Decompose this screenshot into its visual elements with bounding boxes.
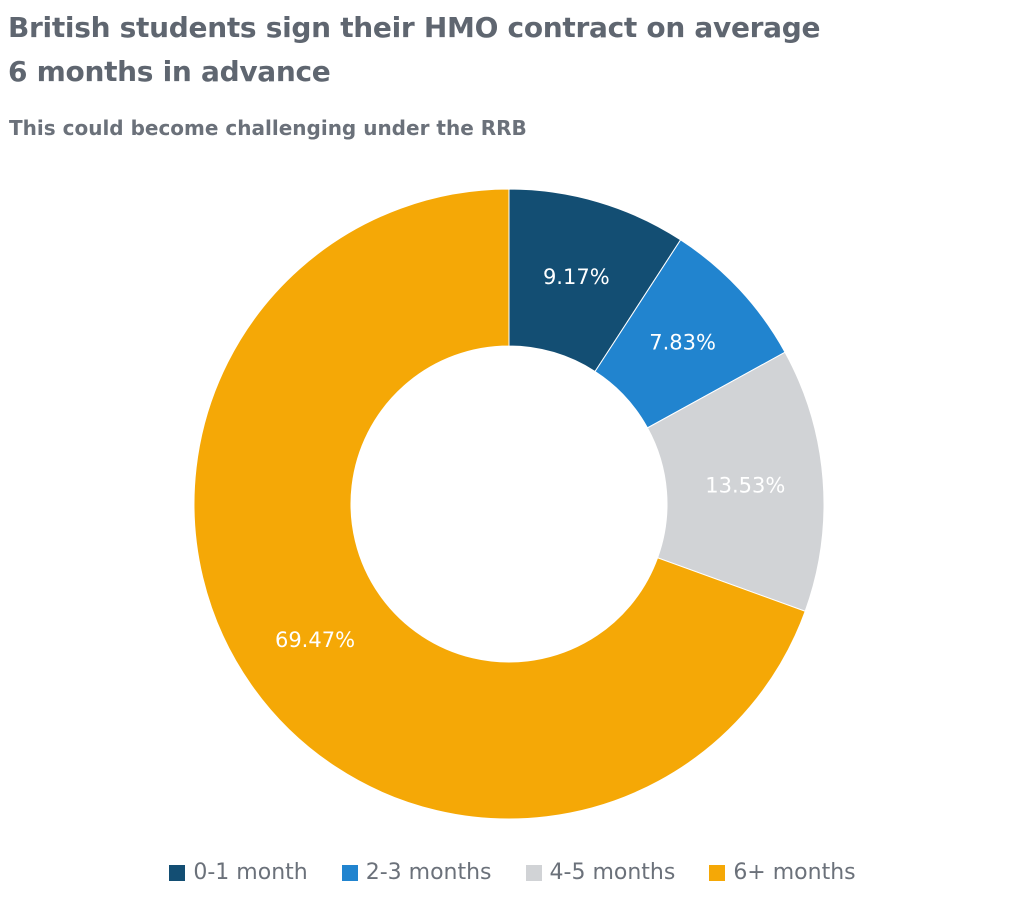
legend-label-0-1-month: 0-1 month: [193, 860, 308, 885]
chart-title-line-1: British students sign their HMO contract…: [8, 11, 821, 44]
legend-swatch-4-5-months: [525, 864, 542, 881]
data-label-2-3-months: 7.83%: [649, 331, 716, 355]
chart-legend: 0-1 month 2-3 months 4-5 months 6+ months: [0, 860, 1021, 885]
slice-4-5-months: [646, 351, 825, 612]
data-label-4-5-months: 13.53%: [705, 474, 785, 498]
legend-swatch-2-3-months: [341, 864, 358, 881]
chart-title-line-2: 6 months in advance: [8, 55, 331, 88]
legend-label-2-3-months: 2-3 months: [365, 860, 492, 885]
data-label-0-1-month: 9.17%: [543, 265, 610, 289]
legend-label-4-5-months: 4-5 months: [549, 860, 676, 885]
legend-label-6-plus-months: 6+ months: [733, 860, 856, 885]
legend-item-6-plus-months: 6+ months: [705, 860, 856, 885]
legend-swatch-0-1-month: [169, 864, 186, 881]
slice-6-plus-months: [193, 188, 806, 820]
legend-item-4-5-months: 4-5 months: [522, 860, 676, 885]
chart-subtitle: This could become challenging under the …: [9, 116, 527, 140]
donut-slice-labels: 9.17% 7.83% 13.53% 69.47%: [275, 265, 785, 652]
data-label-6-plus-months: 69.47%: [275, 628, 355, 652]
legend-swatch-6-plus-months: [709, 864, 726, 881]
legend-item-0-1-month: 0-1 month: [165, 860, 308, 885]
donut-slices: [193, 188, 825, 820]
chart-title: British students sign their HMO contract…: [8, 6, 908, 94]
legend-item-2-3-months: 2-3 months: [338, 860, 492, 885]
